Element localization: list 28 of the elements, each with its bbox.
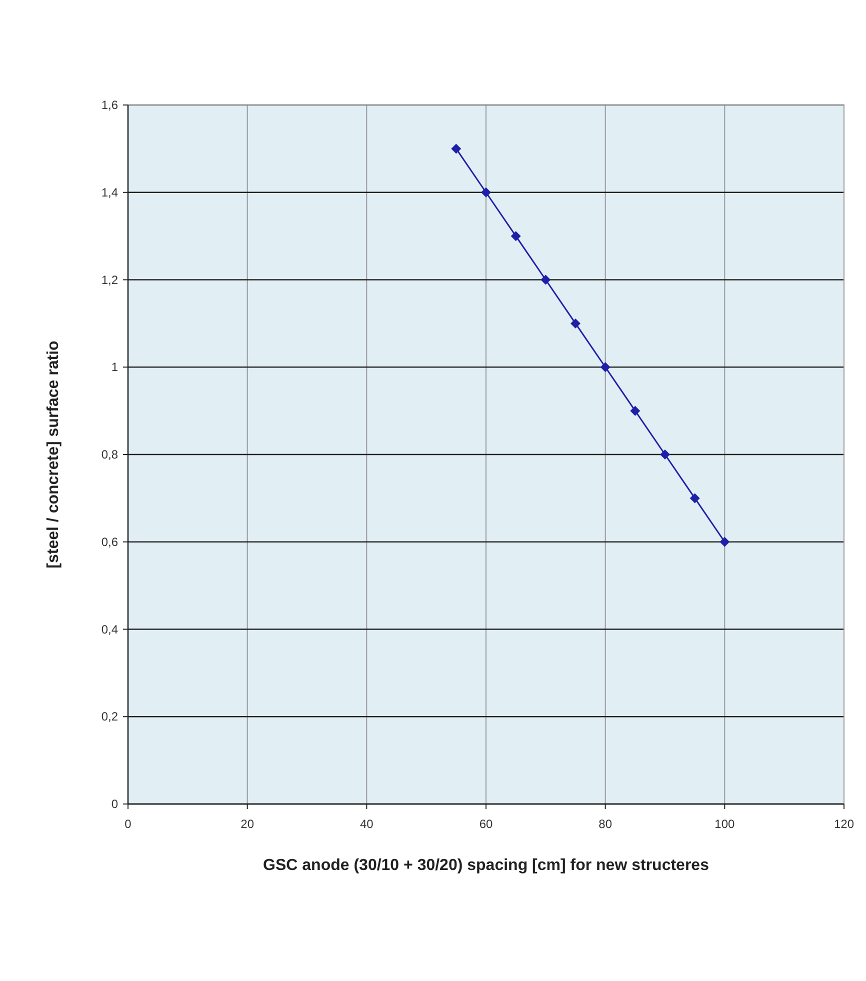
x-axis-title: GSC anode (30/10 + 30/20) spacing [cm] for new structeres	[263, 857, 710, 874]
point	[690, 493, 700, 504]
point	[451, 144, 462, 154]
y-tick-label: 0,6	[101, 534, 118, 549]
point	[510, 231, 521, 242]
x-tick-label: 20	[240, 817, 254, 831]
point	[600, 362, 610, 372]
x-tick-label: 40	[360, 817, 374, 831]
y-tick-label: 1,2	[101, 272, 118, 287]
x-tick-label: 120	[834, 817, 854, 831]
x-tick-label: 0	[124, 817, 132, 831]
x-tick-label: 100	[714, 817, 735, 831]
y-tick-label: 1,4	[101, 185, 118, 200]
y-axis-title: [steel / concrete] surface ratio	[45, 340, 62, 568]
x-tick-label: 80	[598, 817, 612, 831]
y-tick-label: 1,6	[101, 98, 118, 112]
point	[570, 318, 580, 328]
y-tick-label: 0,4	[101, 622, 118, 636]
y-tick-label: 0,8	[101, 448, 118, 462]
point	[720, 536, 730, 547]
point	[630, 406, 640, 416]
point	[540, 274, 551, 285]
y-tick-label: 0	[111, 797, 118, 811]
x-tick-label: 60	[479, 817, 493, 831]
point	[481, 187, 491, 198]
y-tick-label: 1	[111, 360, 118, 374]
y-tick-label: 0,2	[101, 710, 118, 724]
point	[660, 450, 670, 460]
